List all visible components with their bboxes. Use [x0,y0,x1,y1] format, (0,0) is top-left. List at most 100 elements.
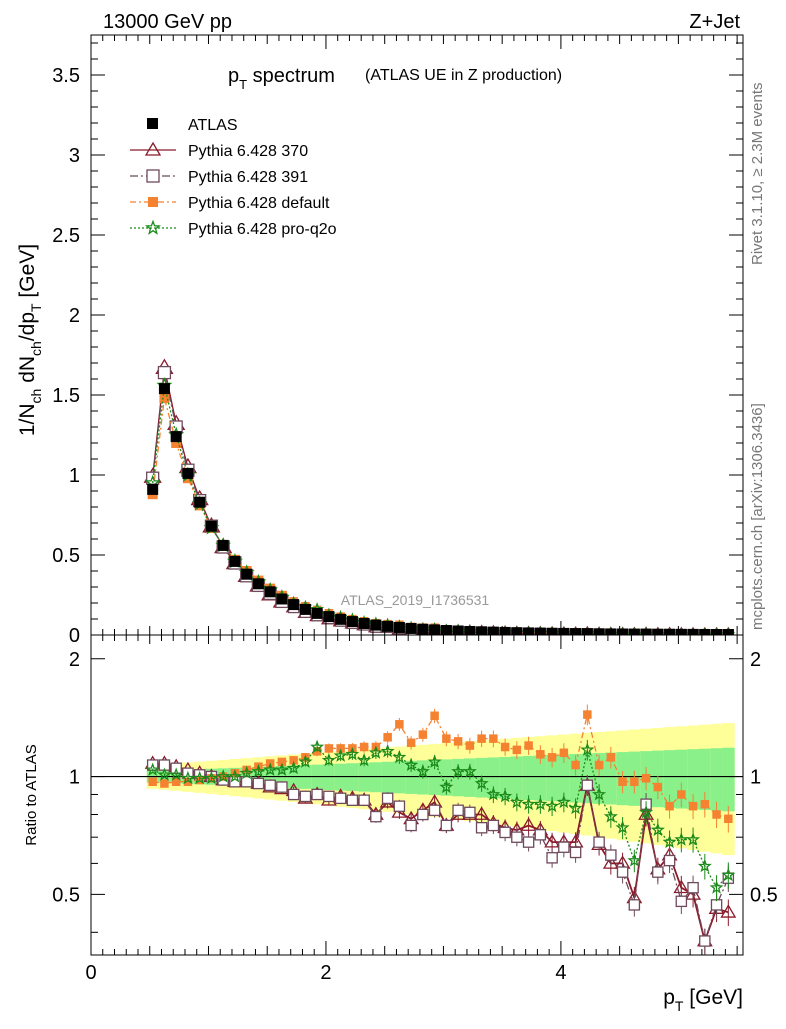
main-point-atlas [241,568,253,580]
ratio-point-pq2o [310,739,325,754]
ratio-y-tick-label-right: 0.5 [750,884,778,906]
main-point-atlas [499,626,511,635]
ratio-point-p391 [393,800,406,812]
ratio-point-p391 [522,836,535,848]
ratio-point-p370 [520,817,537,831]
analysis-watermark: ATLAS_2019_I1736531 [341,592,490,608]
ratio-point-pdef [430,711,439,721]
main-point-atlas [452,625,464,635]
band-inner-bin [534,755,547,801]
main-point-atlas [217,539,229,551]
ratio-point-pdef [583,710,592,719]
ratio-point-p391 [569,846,582,859]
ratio-point-pq2o [392,749,407,764]
ratio-point-pdef [477,734,486,743]
band-inner-bin [487,757,500,799]
ratio-point-pdef [641,774,651,783]
ratio-point-pdef [653,782,663,792]
main-point-atlas [464,625,476,635]
x-tick-label: 4 [555,962,566,984]
legend-marker-default [148,197,158,207]
main-y-tick-label: 0 [69,625,80,647]
band-inner-bin [393,761,406,794]
main-y-tick-label: 3 [69,145,80,167]
ratio-point-pdef [606,753,616,762]
ratio-y-tick-label-right: 1 [750,767,761,789]
ratio-point-pdef [712,810,721,819]
ratio-point-pq2o [545,798,560,813]
side-label-mcplots: mcplots.cern.ch [arXiv:1306.3436] [749,403,766,630]
ratio-point-pq2o [627,853,642,867]
main-point-atlas [487,626,499,635]
legend: ATLAS Pythia 6.428 370 Pythia 6.428 391 … [130,117,337,238]
ratio-point-pq2o [298,754,313,768]
ratio-point-p370 [473,806,490,820]
ratio-point-pdef [571,760,580,770]
ratio-point-pdef [524,741,533,750]
main-point-atlas [229,555,241,567]
ratio-plot-series [144,704,737,955]
ratio-point-pq2o [216,769,231,783]
main-point-atlas [194,496,206,508]
band-inner-bin [370,762,383,793]
ratio-point-p391 [652,866,664,878]
ratio-point-pq2o [263,762,278,776]
main-point-atlas [687,628,699,635]
ratio-point-pq2o [439,779,454,794]
ratio-point-pq2o [521,796,536,811]
main-y-tick-label: 2.5 [52,225,80,247]
main-point-atlas [628,628,640,635]
band-inner-bin [546,754,559,802]
ratio-y-tick-label-right: 2 [750,649,761,671]
ratio-point-p391 [464,806,476,819]
ratio-point-pq2o [615,820,630,834]
main-point-atlas [652,628,664,635]
ratio-point-p370 [602,855,619,869]
main-point-pdef [171,438,182,448]
ratio-point-pq2o [662,834,677,849]
ratio-point-pq2o [357,752,372,767]
main-point-atlas [264,586,276,598]
ratio-point-p391 [264,779,276,792]
ratio-point-pq2o [251,764,266,778]
axis-ticks: 0 2 400.511.522.533.50.5 0.51 12 2 [52,35,778,984]
x-tick-label: 2 [320,962,331,984]
ratio-point-pdef [160,779,169,788]
main-point-atlas [393,621,405,633]
main-point-atlas [299,603,311,615]
main-point-atlas [158,383,170,395]
ratio-point-pdef [442,734,451,743]
legend-label-370: Pythia 6.428 370 [188,143,308,160]
ratio-point-p391 [252,777,265,790]
ratio-plot-frame [90,634,744,956]
ratio-point-pdef [171,777,181,786]
ratio-point-pdef [536,750,545,759]
band-inner-bin [381,761,395,793]
plot-title: pT spectrum [228,65,335,92]
ratio-point-p391 [428,804,441,817]
ratio-point-pdef [724,814,733,824]
ratio-point-pq2o [498,788,513,803]
ratio-point-p391 [581,779,594,792]
ratio-point-pdef [594,760,604,770]
ratio-point-p391 [440,819,453,832]
ratio-y-axis-label: Ratio to ATLAS [23,744,40,845]
main-point-atlas [640,628,652,635]
ratio-point-p391 [370,810,382,823]
ratio-point-pdef [500,742,510,752]
main-point-atlas [205,520,217,532]
band-inner-bin [722,747,735,812]
band-inner-bin [358,762,371,792]
main-point-atlas [335,613,347,625]
ratio-point-p391 [675,895,688,908]
ratio-point-p391 [593,836,605,848]
main-point-atlas [288,599,300,611]
main-y-tick-label: 3.5 [52,65,80,87]
band-inner-bin [557,754,571,802]
ratio-point-pq2o [380,743,395,758]
ratio-point-pq2o [568,800,583,815]
ratio-point-pq2o [580,742,595,756]
ratio-point-p391 [381,792,394,805]
legend-marker-370 [144,141,162,156]
ratio-point-pq2o [721,867,736,882]
